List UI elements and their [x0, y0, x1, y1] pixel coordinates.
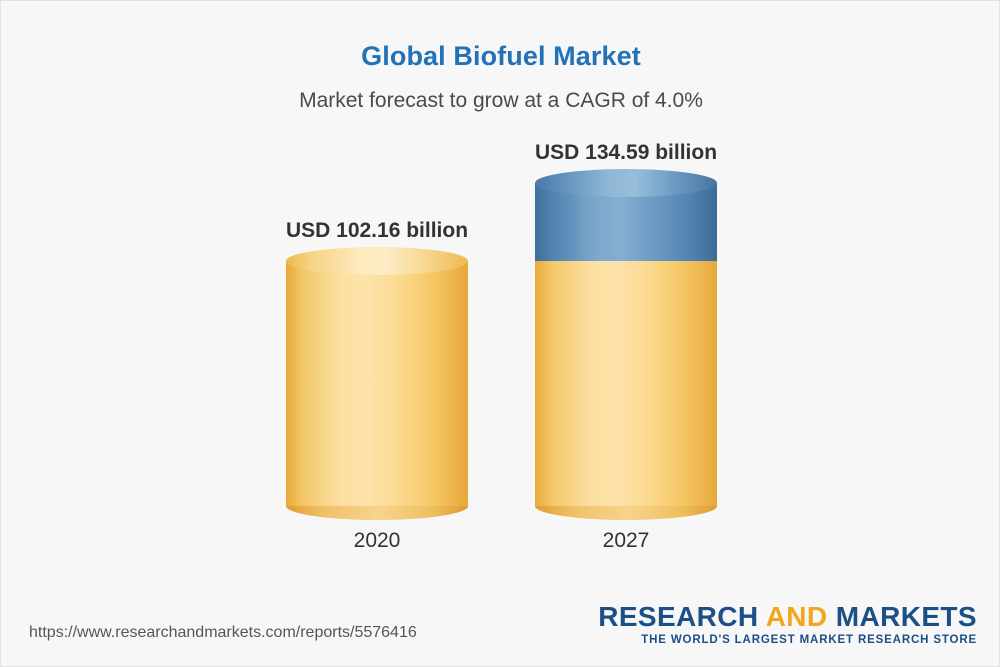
brand-logo[interactable]: RESEARCH AND MARKETS THE WORLD'S LARGEST… [598, 600, 977, 646]
bar-2027-value-label: USD 134.59 billion [534, 141, 718, 164]
bar-2020-body [286, 261, 468, 506]
source-url[interactable]: https://www.researchandmarkets.com/repor… [29, 624, 417, 641]
bar-2020: USD 102.16 billion [286, 219, 480, 520]
logo-wordmark: RESEARCH AND MARKETS [598, 600, 977, 632]
bar-2027-top-cap [535, 169, 717, 197]
logo-markets: MARKETS [835, 600, 977, 632]
bar-2027-cylinder [535, 169, 717, 520]
axis-label-2027: 2027 [602, 529, 650, 552]
bar-2020-top-cap [286, 247, 468, 275]
logo-research: RESEARCH [598, 600, 759, 632]
bar-2020-cylinder [286, 247, 468, 520]
axis-label-2020: 2020 [353, 529, 401, 552]
page-subtitle: Market forecast to grow at a CAGR of 4.0… [299, 89, 703, 112]
logo-tagline: THE WORLD'S LARGEST MARKET RESEARCH STOR… [641, 634, 977, 646]
logo-and: AND [765, 600, 828, 632]
bar-2027: USD 134.59 billion [535, 141, 729, 520]
bar-2020-value-label: USD 102.16 billion [285, 219, 469, 242]
chart-area: USD 102.16 billion 2020 USD 134.59 billi… [1, 131, 1000, 581]
page-title: Global Biofuel Market [361, 41, 641, 71]
